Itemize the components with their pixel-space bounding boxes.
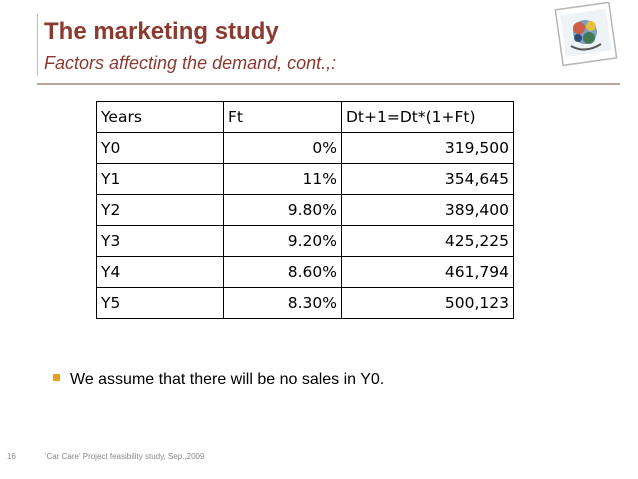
slide-title: The marketing study — [44, 18, 279, 45]
table-row: Y4 8.60% 461,794 — [96, 256, 514, 288]
cell-demand: 354,645 — [341, 163, 514, 195]
cell-demand: 389,400 — [341, 194, 514, 226]
cell-demand: 425,225 — [341, 225, 514, 257]
cell-ft: 9.20% — [223, 225, 342, 257]
page-number: 16 — [7, 452, 16, 461]
table-row: Y0 0% 319,500 — [96, 132, 514, 164]
bullet-square-icon — [53, 374, 60, 382]
header-left-rule — [37, 14, 38, 76]
cell-ft: 9.80% — [223, 194, 342, 226]
header-ft: Ft — [223, 101, 342, 133]
cell-year: Y3 — [96, 225, 224, 257]
car-care-logo-icon — [554, 2, 618, 67]
cell-ft: 8.30% — [223, 287, 342, 319]
cell-demand: 500,123 — [341, 287, 514, 319]
cell-ft: 11% — [223, 163, 342, 195]
header-divider — [37, 83, 620, 85]
footer-caption: 'Car Care' Project feasibility study, Se… — [45, 452, 205, 461]
table-header-row: Years Ft Dt+1=Dt*(1+Ft) — [96, 101, 514, 133]
cell-ft: 0% — [223, 132, 342, 164]
slide-subtitle: Factors affecting the demand, cont.,: — [44, 53, 337, 73]
cell-demand: 461,794 — [341, 256, 514, 288]
cell-year: Y4 — [96, 256, 224, 288]
cell-year: Y2 — [96, 194, 224, 226]
cell-demand: 319,500 — [341, 132, 514, 164]
cell-ft: 8.60% — [223, 256, 342, 288]
cell-year: Y5 — [96, 287, 224, 319]
table-row: Y1 11% 354,645 — [96, 163, 514, 195]
cell-year: Y1 — [96, 163, 224, 195]
header-demand-formula: Dt+1=Dt*(1+Ft) — [341, 101, 514, 133]
bullet-item: We assume that there will be no sales in… — [53, 371, 384, 389]
table-row: Y5 8.30% 500,123 — [96, 287, 514, 319]
table-row: Y2 9.80% 389,400 — [96, 194, 514, 226]
bullet-text: We assume that there will be no sales in… — [70, 371, 385, 388]
cell-year: Y0 — [96, 132, 224, 164]
slide-header — [0, 0, 638, 84]
demand-table: Years Ft Dt+1=Dt*(1+Ft) Y0 0% 319,500 Y1… — [96, 101, 514, 319]
header-years: Years — [96, 101, 224, 133]
table-row: Y3 9.20% 425,225 — [96, 225, 514, 257]
